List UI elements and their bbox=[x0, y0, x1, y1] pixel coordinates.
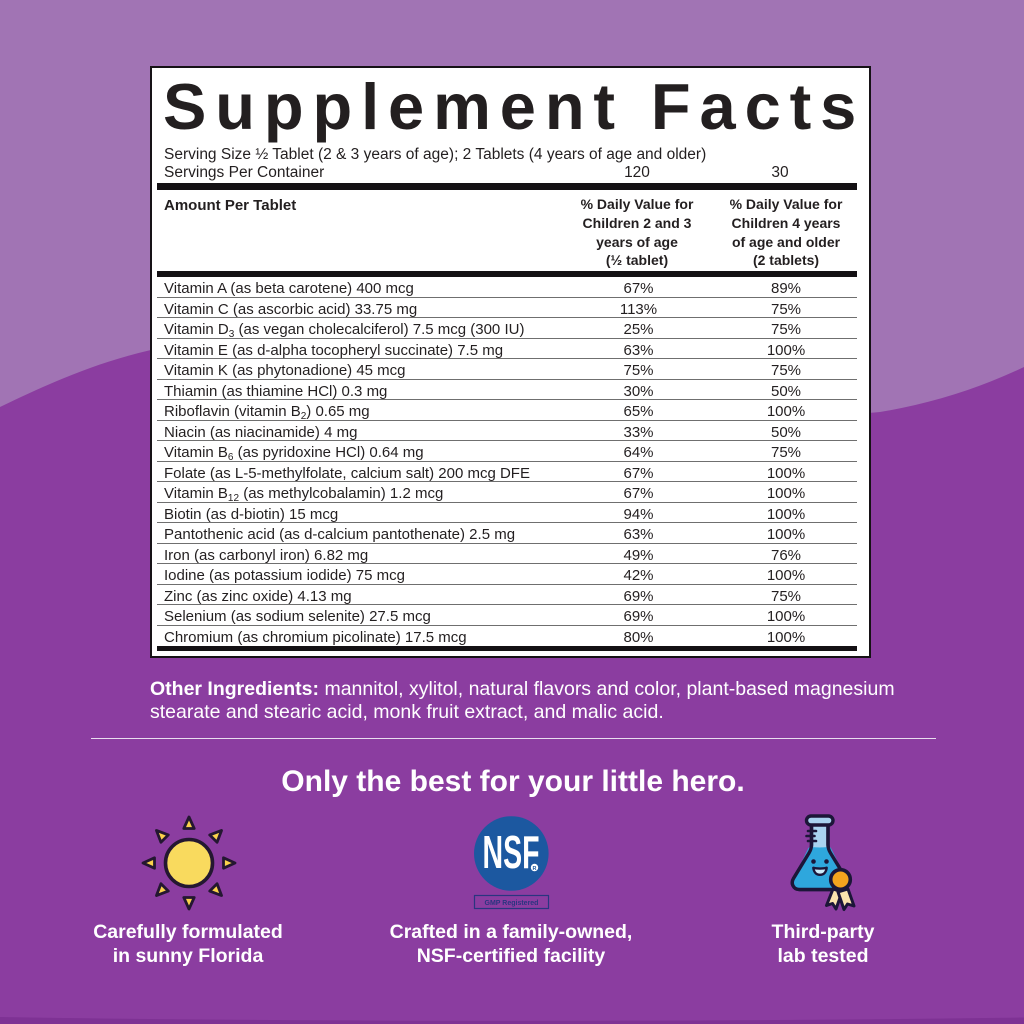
svg-text:NSF: NSF bbox=[483, 826, 540, 878]
svg-text:GMP Registered: GMP Registered bbox=[485, 900, 539, 907]
svg-text:R: R bbox=[533, 866, 537, 872]
